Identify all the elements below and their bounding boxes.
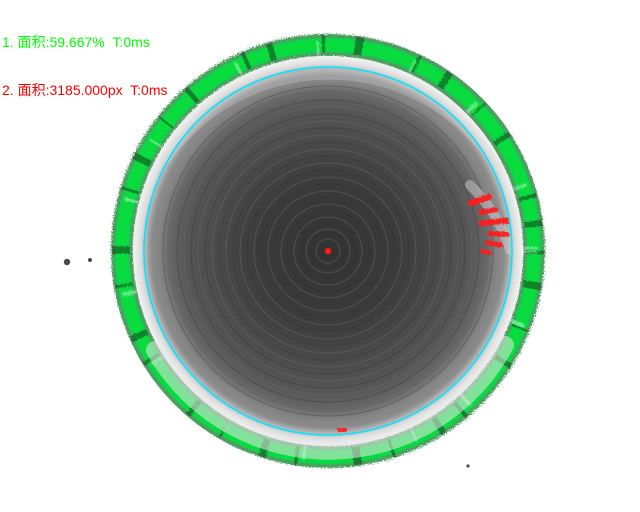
center-marker <box>325 248 331 254</box>
inspection-viewport: 1. 面积:59.667% T:0ms 2. 面积:3185.000px T:0… <box>0 0 640 512</box>
inspection-canvas <box>0 0 640 512</box>
